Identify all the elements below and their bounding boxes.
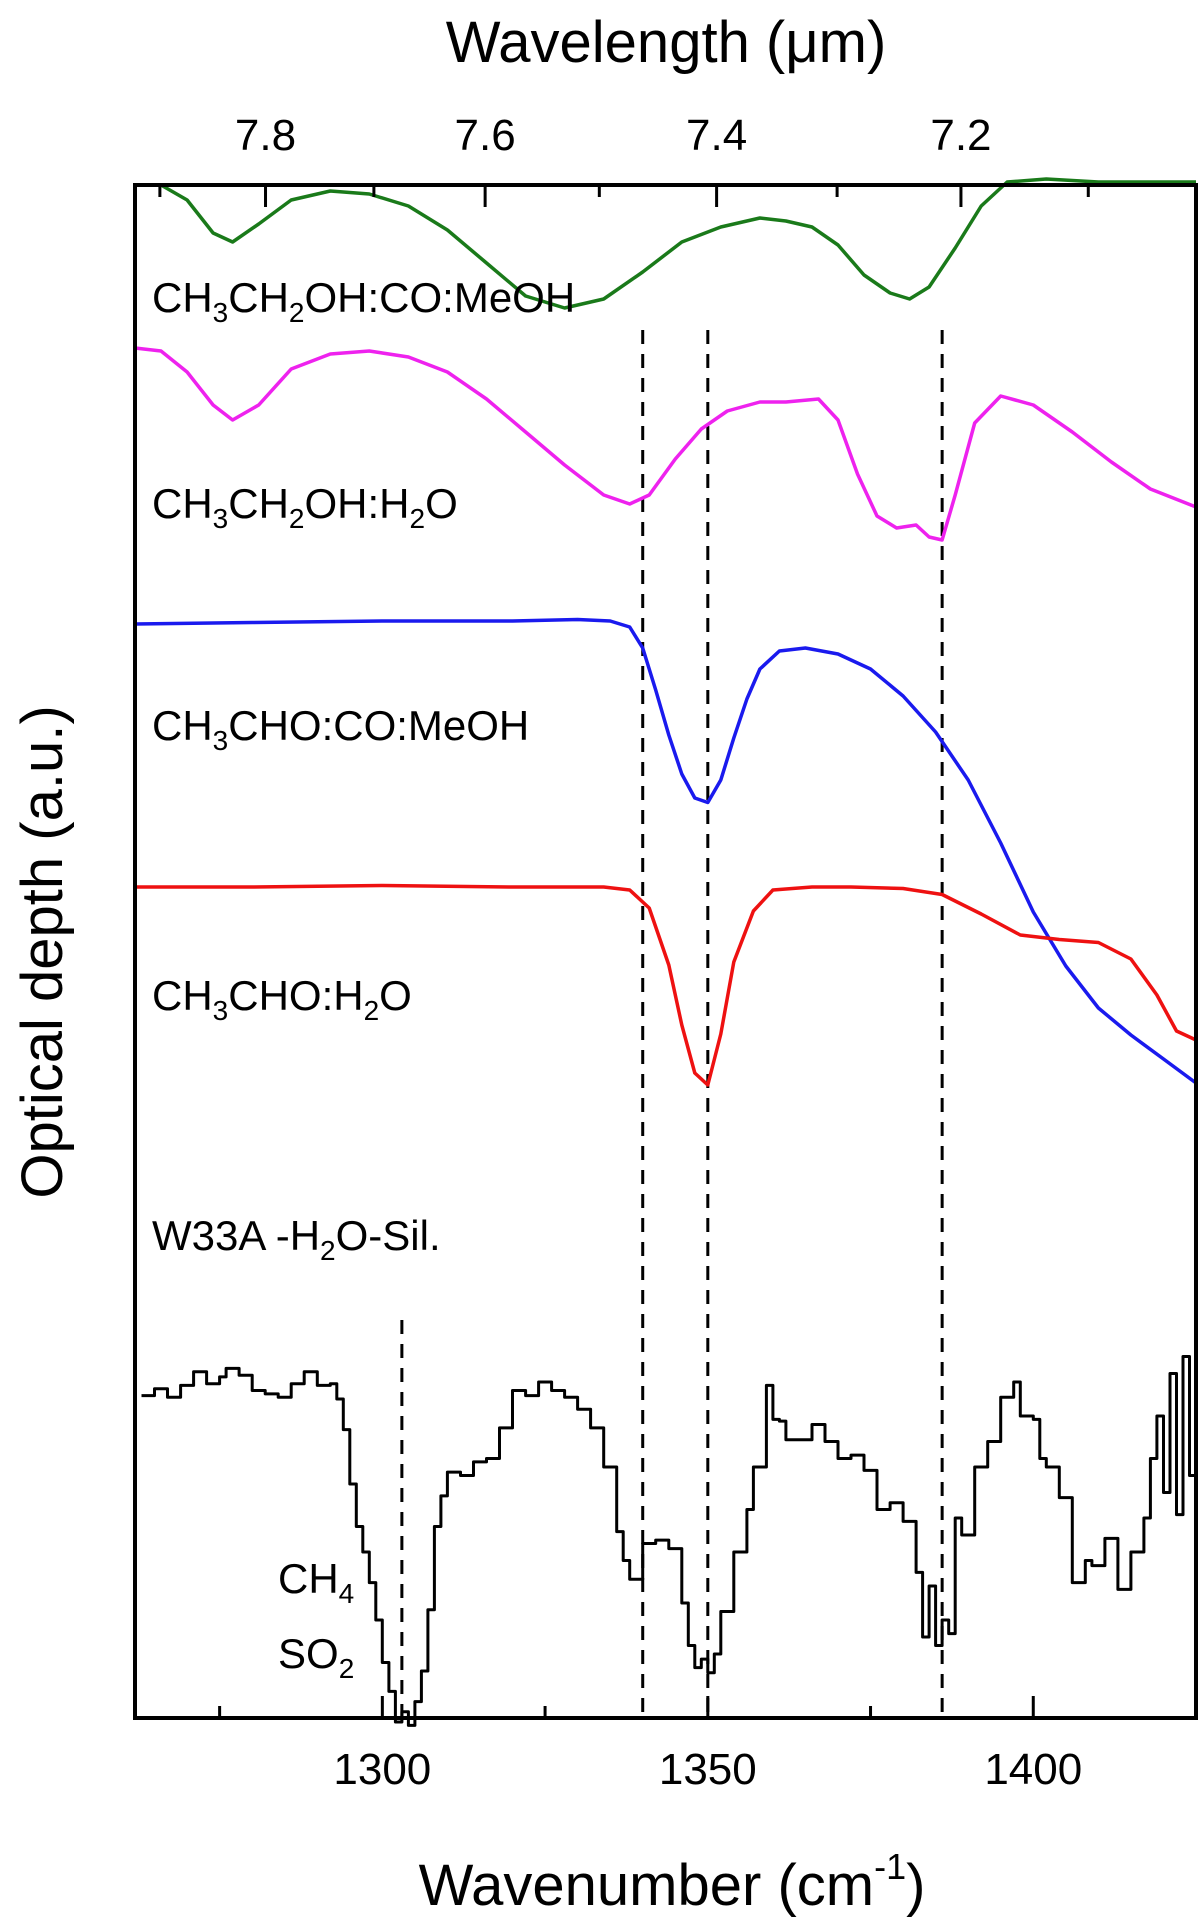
x2-tick-label-7.2: 7.2 [930,111,991,160]
series-line-4 [135,883,1197,1087]
top-axis-title: Wavelength (μm) [446,10,887,75]
series-labels: CH3CH2OH:CO:MeOH CH3CH2OH:H2O CH3CHO:CO:Me… [152,274,575,1266]
series-line-5 [141,1339,1198,1727]
series-line-2 [134,346,1197,542]
x-tick-label-1300: 1300 [333,1745,431,1794]
x-tick-label-1400: 1400 [984,1745,1082,1794]
axis-ticks: 1300 1350 1400 7.8 7.6 7.4 7.2 [158,111,1198,1794]
series-label-3: CH3CHO:CO:MeOH [152,702,529,756]
y-axis-title: Optical depth (a.u.) [10,705,75,1198]
plot-frame [133,183,1198,1720]
series-label-5: W33A -H2O-Sil. [152,1212,441,1266]
annotation-so2: SO2 [278,1630,354,1684]
x2-tick-label-7.6: 7.6 [455,111,516,160]
x-axis-title: Wavenumber (cm-1) [419,1846,926,1918]
series-line-1 [135,177,1196,310]
x2-tick-label-7.8: 7.8 [235,111,296,160]
dashed-reference-lines [400,330,944,1718]
series-label-4: CH3CHO:H2O [152,972,412,1026]
series-line-3 [134,617,1198,1085]
series-label-1: CH3CH2OH:CO:MeOH [152,274,575,328]
series-label-2: CH3CH2OH:H2O [152,480,458,534]
x2-tick-label-7.4: 7.4 [686,111,747,160]
series-group [134,177,1198,1727]
annotation-ch4: CH4 [278,1555,354,1609]
x-tick-label-1350: 1350 [659,1745,757,1794]
